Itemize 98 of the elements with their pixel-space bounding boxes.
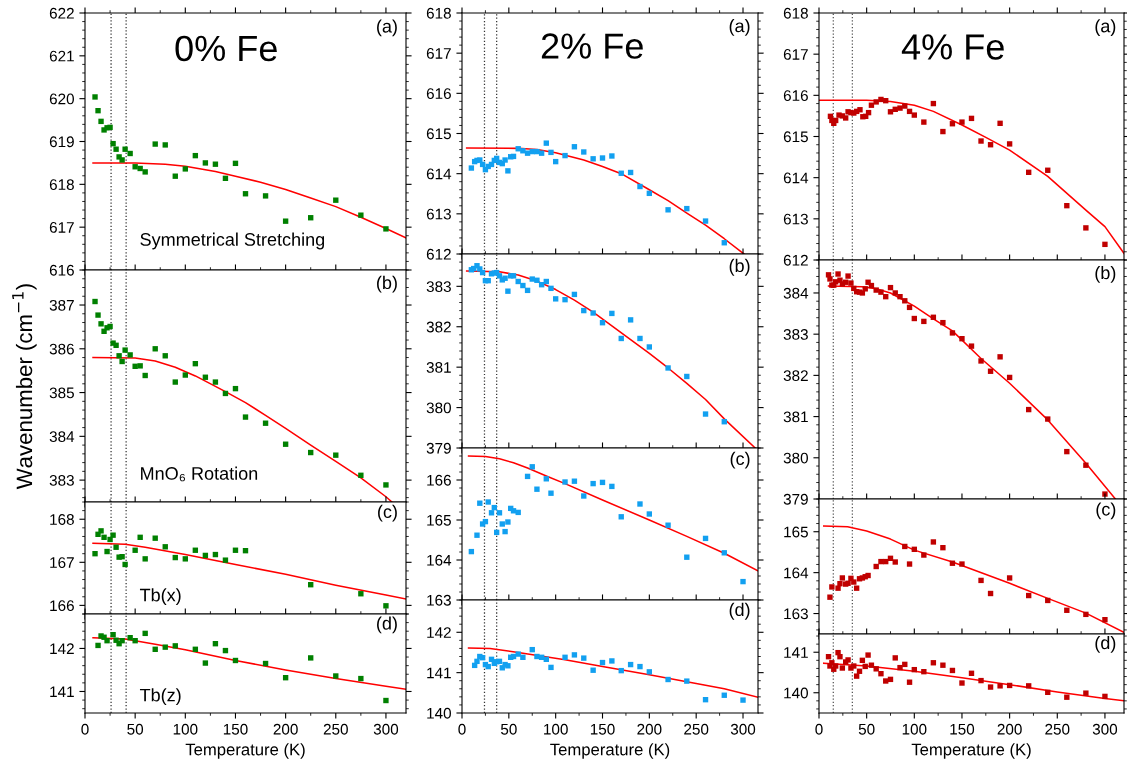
y-tick-label: 379 — [783, 493, 808, 505]
y-tick-label: 618 — [783, 7, 808, 19]
y-tick-label: 165 — [427, 514, 451, 526]
y-tick-label: 616 — [49, 264, 74, 276]
annotation: MnO₆ Rotation — [141, 466, 258, 482]
x-tick-label: 200 — [997, 723, 1022, 735]
x-tick-label: 150 — [223, 723, 248, 735]
x-tick-label: 100 — [173, 723, 198, 735]
x-tick-label: 100 — [544, 723, 568, 735]
annotation: (d) — [377, 616, 397, 634]
y-tick-label: 141 — [427, 667, 451, 679]
chart-title: 2% Fe — [541, 33, 643, 59]
x-tick-label: 0 — [458, 723, 466, 735]
y-tick-label: 617 — [426, 48, 451, 59]
annotation: (c) — [730, 451, 750, 469]
x-tick-label: 0 — [81, 723, 89, 735]
y-tick-label: 383 — [783, 329, 808, 340]
y-tick-label: 613 — [783, 213, 808, 225]
annotation: (b) — [377, 275, 397, 293]
y-tick-label: 622 — [49, 7, 74, 19]
x-tick-label: 200 — [273, 723, 298, 735]
y-tick-label: 384 — [49, 431, 75, 443]
y-tick-label: 167 — [50, 557, 74, 568]
annotation: (a) — [377, 19, 397, 37]
annotation: (d) — [729, 602, 750, 620]
y-tick-label: 165 — [784, 526, 808, 538]
y-tick-label: 142 — [50, 643, 74, 654]
y-tick-label: 383 — [49, 474, 74, 486]
x-tick-label: 300 — [730, 723, 756, 735]
y-tick-label: 140 — [784, 687, 808, 699]
y-tick-label: 621 — [49, 50, 74, 62]
y-tick-label: 163 — [427, 594, 451, 606]
y-tick-label: 618 — [426, 7, 451, 19]
x-tick-label: 150 — [590, 723, 615, 735]
annotation: (b) — [1095, 265, 1116, 283]
x-tick-label: 300 — [373, 723, 399, 735]
y-tick-label: 612 — [783, 254, 808, 266]
x-tick-label: 250 — [1045, 723, 1070, 735]
chart-title: 0% Fe — [175, 35, 277, 62]
y-tick-label: 380 — [426, 402, 451, 414]
annotation: Symmetrical Stretching — [140, 232, 325, 250]
y-tick-label: 140 — [427, 707, 451, 719]
y-tick-label: 381 — [783, 411, 808, 423]
y-tick-label: 387 — [49, 299, 74, 311]
y-tick-label: 383 — [426, 281, 451, 293]
y-tick-label: 168 — [50, 514, 74, 525]
y-tick-label: 381 — [426, 362, 451, 373]
x-tick-label: 200 — [637, 723, 662, 735]
y-tick-label: 612 — [426, 248, 451, 260]
x-tick-label: 250 — [684, 723, 709, 735]
y-tick-label: 166 — [427, 474, 451, 486]
x-tick-label: 250 — [323, 723, 348, 735]
y-tick-label: 613 — [426, 208, 451, 220]
y-tick-label: 382 — [426, 321, 451, 333]
y-tick-label: 614 — [426, 168, 452, 180]
y-axis-title: Wavenumber (cm$^{−1}$) — [12, 284, 37, 490]
y-tick-label: 616 — [783, 90, 808, 102]
x-axis-title: Temperature (K) — [550, 743, 670, 759]
y-tick-label: 141 — [784, 647, 808, 658]
chart-title: 4% Fe — [901, 34, 1004, 60]
y-tick-label: 614 — [783, 172, 809, 184]
y-tick-label: 618 — [49, 179, 74, 191]
x-axis-title: Temperature (K) — [911, 743, 1031, 759]
y-tick-label: 164 — [427, 554, 452, 566]
x-tick-label: 50 — [127, 723, 144, 735]
y-tick-label: 619 — [49, 136, 74, 148]
annotation: (c) — [378, 504, 397, 522]
y-tick-label: 386 — [49, 343, 74, 355]
y-tick-label: 164 — [784, 567, 809, 579]
y-tick-label: 617 — [783, 49, 808, 60]
x-tick-label: 300 — [1092, 723, 1118, 735]
y-tick-label: 382 — [783, 370, 808, 382]
y-tick-label: 380 — [783, 452, 808, 464]
x-tick-label: 100 — [902, 723, 927, 735]
y-tick-label: 384 — [783, 287, 809, 299]
x-tick-label: 0 — [815, 723, 823, 735]
y-tick-label: 379 — [426, 442, 451, 454]
y-tick-label: 141 — [50, 686, 74, 698]
annotation: Tb(z) — [139, 688, 181, 706]
y-tick-label: 385 — [49, 387, 74, 399]
y-tick-label: 617 — [49, 222, 74, 233]
x-tick-label: 150 — [950, 723, 975, 735]
y-tick-label: 615 — [426, 128, 451, 140]
annotation: Tb(x) — [139, 588, 181, 606]
annotation: (a) — [1095, 19, 1116, 36]
x-tick-label: 50 — [500, 723, 517, 735]
y-tick-label: 620 — [49, 93, 74, 105]
y-tick-label: 615 — [783, 131, 808, 143]
y-tick-label: 166 — [50, 600, 74, 612]
annotation: (c) — [1096, 502, 1116, 520]
y-tick-label: 142 — [427, 627, 451, 638]
x-tick-label: 50 — [858, 723, 875, 735]
y-tick-label: 163 — [784, 608, 808, 620]
y-tick-label: 616 — [426, 88, 451, 100]
annotation: (d) — [1095, 635, 1116, 653]
x-axis-title: Temperature (K) — [185, 743, 305, 759]
annotation: (b) — [729, 258, 750, 276]
annotation: (a) — [729, 19, 750, 36]
